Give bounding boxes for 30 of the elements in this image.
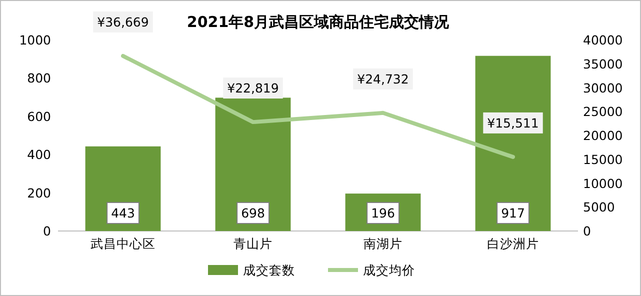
y-tick-label: 0 — [43, 224, 52, 238]
y2-tick-label: 0 — [583, 224, 591, 238]
y2-tick-label: 20000 — [583, 128, 623, 143]
y2-tick-label: 15000 — [583, 152, 623, 167]
y-tick-label: 800 — [27, 70, 52, 86]
y2-tick-label: 30000 — [583, 80, 623, 96]
data-label: ¥36,669 — [97, 14, 149, 30]
y2-tick-label: 25000 — [583, 104, 623, 120]
x-tick-label: 青山片 — [234, 236, 272, 251]
data-label: ¥24,732 — [357, 71, 409, 86]
x-tick-label: 白沙洲片 — [487, 236, 539, 251]
x-tick-label: 南湖片 — [364, 236, 402, 251]
data-label: 443 — [111, 206, 135, 220]
y-tick-label: 200 — [27, 185, 52, 200]
chart-title: 2021年8月武昌区域商品住宅成交情况 — [186, 13, 450, 31]
data-label: ¥15,511 — [487, 115, 539, 130]
legend-label: 成交套数 — [243, 262, 295, 278]
y2-tick-label: 40000 — [583, 32, 623, 48]
data-label: 698 — [241, 206, 265, 220]
data-label: 196 — [371, 206, 395, 220]
legend-label: 成交均价 — [363, 262, 415, 278]
data-label: ¥22,819 — [227, 80, 279, 96]
y-tick-label: 600 — [27, 108, 52, 124]
data-label: 917 — [501, 206, 525, 220]
y2-tick-label: 35000 — [583, 56, 623, 72]
y2-tick-label: 10000 — [583, 176, 623, 191]
y-tick-label: 1000 — [19, 32, 52, 48]
x-tick-label: 武昌中心区 — [90, 236, 156, 251]
y-tick-label: 400 — [27, 147, 52, 162]
y2-tick-label: 5000 — [583, 200, 615, 215]
